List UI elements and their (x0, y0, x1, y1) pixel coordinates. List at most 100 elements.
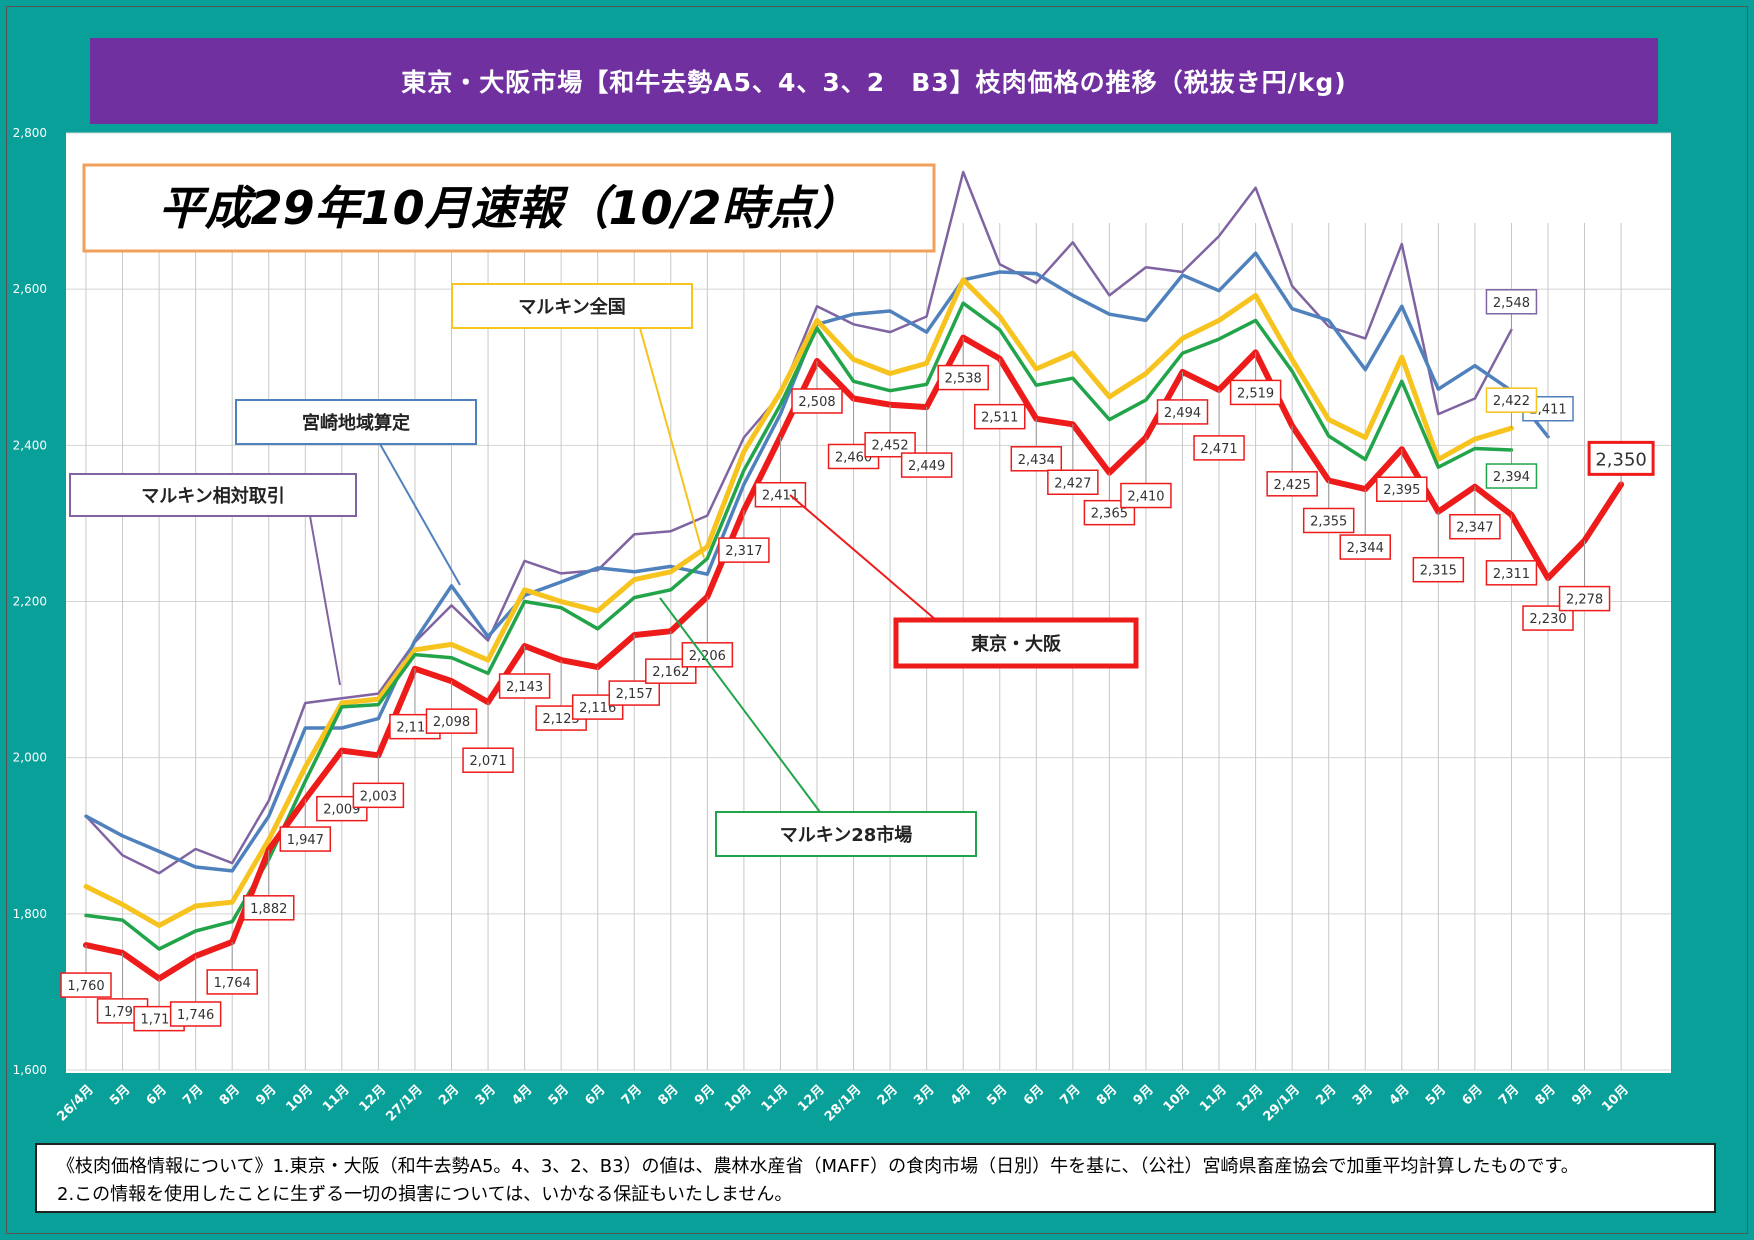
x-tick-label: 12月 (795, 1082, 828, 1115)
footnote: 《枝肉価格情報について》1.東京・大阪（和牛去勢A5。4、3、2、B3）の値は、… (35, 1143, 1716, 1213)
data-label: 1,792 (104, 1005, 141, 1020)
data-label: 2,009 (323, 803, 360, 818)
y-tick-label: 1,800 (13, 907, 47, 921)
data-label-box (1193, 435, 1245, 461)
x-tick-label: 7月 (180, 1082, 206, 1108)
x-tick-label: 3月 (1350, 1082, 1376, 1108)
callout-pointer (639, 327, 705, 559)
x-tick-label: 7月 (1496, 1082, 1522, 1108)
data-label: 2,162 (652, 665, 689, 680)
data-label: 2,071 (469, 754, 506, 769)
data-label-box (60, 972, 112, 998)
callout-pointer (659, 597, 821, 813)
data-label-box (1266, 471, 1318, 497)
series-line (84, 170, 1513, 875)
data-label: 2,394 (1493, 470, 1530, 485)
x-tick-label: 8月 (1094, 1082, 1120, 1108)
x-tick-label: 6月 (1460, 1082, 1486, 1108)
y-tick-label: 2,200 (13, 595, 47, 609)
data-label: 2,411 (762, 489, 799, 504)
x-tick-label: 26/4月 (54, 1082, 96, 1124)
data-label-box (937, 364, 989, 391)
data-label: 1,746 (177, 1008, 214, 1023)
x-tick-label: 10月 (284, 1082, 317, 1115)
x-tick-label: 10月 (1599, 1082, 1632, 1115)
data-label-box (316, 795, 368, 822)
data-label-box (974, 403, 1026, 430)
x-tick-label: 29/1月 (1261, 1082, 1303, 1124)
data-label: 2,494 (1164, 406, 1201, 421)
callout-label: マルキン全国 (518, 296, 625, 318)
x-tick-label: 6月 (1021, 1082, 1047, 1108)
x-tick-label: 11月 (320, 1082, 353, 1115)
x-tick-label: 3月 (911, 1082, 937, 1108)
callout-box (235, 399, 477, 445)
data-label: 2,538 (945, 372, 982, 387)
line-chart: 1,600 1,800 2,000 2,200 2,400 2,600 2,800 26/4月… (13, 126, 1671, 1125)
callout-pointer (309, 515, 341, 686)
data-label: 2,410 (1127, 490, 1164, 505)
x-tick-label: 3月 (473, 1082, 499, 1108)
callout-label: マルキン28市場 (780, 824, 913, 846)
data-label-box (1558, 585, 1611, 612)
data-label: 2,344 (1347, 541, 1384, 556)
callout-label: 宮崎地域算定 (302, 412, 410, 434)
footnote-line-2: 2.この情報を使用したことに生ずる一切の損害については、いかなる保証もいたしませ… (57, 1184, 793, 1205)
data-label: 2,206 (689, 649, 726, 664)
y-tick-label: 1,600 (13, 1063, 47, 1077)
y-tick-label: 2,400 (13, 438, 47, 452)
data-label-box (1485, 387, 1538, 413)
x-tick-label: 4月 (509, 1082, 535, 1108)
x-tick-label: 5月 (107, 1082, 133, 1108)
data-label-box (1120, 482, 1172, 509)
data-label: 2,471 (1200, 442, 1237, 457)
data-label-box (1156, 399, 1209, 425)
x-tick-label: 4月 (948, 1082, 974, 1108)
x-tick-label: 5月 (984, 1082, 1010, 1108)
data-label-box (1412, 556, 1465, 583)
y-tick-label: 2,600 (13, 282, 47, 296)
data-label: 2,315 (1420, 564, 1457, 579)
data-label: 2,347 (1456, 521, 1493, 536)
data-label: 2,311 (1493, 567, 1530, 582)
data-label: 2,365 (1091, 507, 1128, 522)
callout-label: 東京・大阪 (971, 633, 1062, 655)
x-tick-label: 8月 (655, 1082, 681, 1108)
x-tick-label: 7月 (1057, 1082, 1083, 1108)
data-label-box (425, 708, 478, 734)
x-tick-label: 11月 (1197, 1082, 1230, 1115)
data-label: 2,278 (1566, 593, 1603, 608)
callout-box (451, 283, 693, 329)
data-label: 2,422 (1493, 394, 1530, 409)
data-label-box (169, 1001, 222, 1027)
data-label: 2,511 (981, 411, 1018, 426)
data-label: 2,143 (506, 680, 543, 695)
chart-title: 東京・大阪市場【和牛去勢A5、4、3、2 B3】枝肉価格の推移（税抜き円/kg) (90, 38, 1658, 124)
data-label: 1,764 (214, 976, 251, 991)
data-label-box (498, 673, 551, 699)
data-label: 2,317 (725, 544, 762, 559)
x-tick-label: 5月 (1423, 1082, 1449, 1108)
data-label-box (1302, 507, 1355, 534)
x-tick-label: 4月 (1386, 1082, 1412, 1108)
data-label-box (791, 388, 843, 414)
data-label-box (1229, 379, 1282, 406)
x-tick-label: 12月 (1234, 1082, 1267, 1115)
data-label: 2,548 (1493, 296, 1530, 311)
data-label: 2,355 (1310, 514, 1347, 529)
x-tick-label: 10月 (722, 1082, 755, 1115)
data-label: 2,125 (543, 712, 580, 727)
x-tick-label: 8月 (1533, 1082, 1559, 1108)
data-label-box (243, 895, 295, 921)
callout-box (715, 811, 977, 857)
x-tick-label: 9月 (1131, 1082, 1157, 1108)
x-tick-label: 2月 (1313, 1082, 1339, 1108)
data-label: 2,003 (360, 789, 397, 804)
data-label-box (1010, 446, 1063, 472)
x-tick-label: 12月 (357, 1082, 390, 1115)
banner-text: 平成29年10月速報（10/2時点） (159, 181, 860, 235)
x-tick-label: 8月 (217, 1082, 243, 1108)
data-label-box (1485, 289, 1538, 315)
data-label: 2,460 (835, 450, 872, 465)
data-label-box (1485, 463, 1538, 489)
